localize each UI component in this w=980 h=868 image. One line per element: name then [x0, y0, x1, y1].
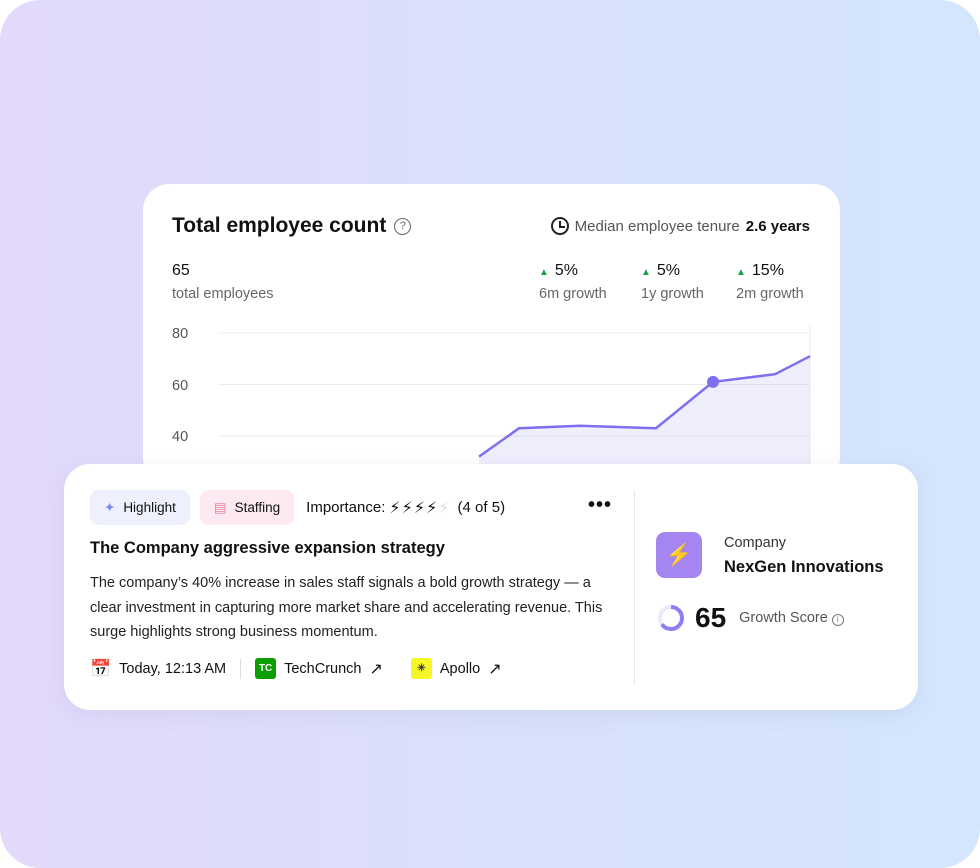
- growth-1y: ▲ 5% 1y growth: [641, 262, 704, 302]
- y-tick-label: 80: [172, 326, 188, 342]
- importance-text: (4 of 5): [457, 499, 506, 516]
- series-line: [478, 355, 811, 458]
- up-triangle-icon: ▲: [736, 267, 746, 278]
- growth-6m: ▲ 5% 6m growth: [539, 262, 607, 302]
- lightning-icon: ⚡︎: [426, 499, 438, 517]
- data-point: [707, 375, 719, 388]
- lightning-icon: ⚡︎: [389, 499, 401, 517]
- clock-icon: [550, 217, 569, 235]
- company-label: Company: [724, 535, 787, 551]
- tag-label: Highlight: [123, 500, 176, 515]
- archive-box-icon: ▤: [213, 499, 227, 515]
- employee-chart: 80 60 40: [172, 324, 811, 484]
- total-employees: 65 total employees: [172, 262, 274, 302]
- series-area: [479, 356, 810, 484]
- calendar-icon: 📅: [90, 658, 112, 678]
- tenure-label: Median employee tenure: [574, 217, 740, 235]
- tenure-value: 2.6 years: [745, 217, 810, 235]
- up-triangle-icon: ▲: [539, 267, 549, 278]
- source-link-apollo[interactable]: Apollo: [439, 660, 481, 677]
- growth-2m: ▲ 15% 2m growth: [736, 262, 804, 302]
- info-icon[interactable]: i: [831, 613, 844, 626]
- growth-value: 15%: [751, 262, 784, 279]
- growth-label: 2m growth: [736, 286, 804, 302]
- timestamp: Today, 12:13 AM: [119, 660, 227, 677]
- vertical-divider: [634, 490, 635, 684]
- score-label: Growth Score: [739, 610, 828, 626]
- tag-row: ✦ Highlight ▤ Staffing Importance: ⚡︎ ⚡︎ ⚡︎ ⚡︎…: [90, 490, 505, 525]
- insight-body: The company’s 40% increase in sales staf…: [90, 575, 603, 640]
- insight-headline: The Company aggressive expansion strateg…: [90, 539, 445, 557]
- y-tick-label: 40: [172, 429, 188, 445]
- company-name[interactable]: NexGen Innovations: [724, 558, 884, 576]
- techcrunch-logo: TC: [255, 658, 277, 679]
- insight-meta: 📅 Today, 12:13 AM TC TechCrunch ↗ ✳ Apol…: [90, 658, 502, 679]
- more-options-button[interactable]: •••: [588, 494, 613, 516]
- growth-score: 65 Growth Score i: [656, 602, 844, 634]
- median-tenure: Median employee tenure 2.6 years: [550, 217, 810, 235]
- lightning-icon: ⚡: [656, 532, 702, 578]
- y-tick-label: 60: [172, 378, 188, 394]
- sparkle-icon: ✦: [104, 499, 116, 515]
- growth-value: 5%: [656, 262, 681, 279]
- arrow-up-right-icon[interactable]: ↗: [488, 660, 502, 678]
- question-circle-icon[interactable]: ?: [394, 217, 412, 235]
- title-text: Total employee count: [172, 214, 387, 237]
- source-link-techcrunch[interactable]: TechCrunch: [284, 660, 362, 677]
- apollo-logo: ✳: [410, 658, 432, 679]
- total-value: 65: [172, 262, 190, 279]
- lightning-icon: ⚡︎: [401, 499, 413, 517]
- tag-highlight[interactable]: ✦ Highlight: [90, 490, 190, 525]
- importance-label: Importance:: [306, 499, 386, 516]
- score-ring: [658, 605, 684, 631]
- importance-rating: Importance: ⚡︎ ⚡︎ ⚡︎ ⚡︎ ⚡︎ (4 of 5): [306, 498, 505, 518]
- growth-label: 1y growth: [641, 286, 704, 302]
- tag-staffing[interactable]: ▤ Staffing: [199, 490, 295, 525]
- up-triangle-icon: ▲: [641, 267, 651, 278]
- total-label: total employees: [172, 286, 274, 302]
- card-title: Total employee count?: [172, 214, 412, 238]
- lightning-icon: ⚡︎: [413, 499, 426, 517]
- insight-card: ✦ Highlight ▤ Staffing Importance: ⚡︎ ⚡︎ ⚡︎ ⚡︎…: [64, 464, 918, 710]
- tag-label: Staffing: [234, 500, 281, 515]
- divider: [240, 658, 242, 679]
- arrow-up-right-icon[interactable]: ↗: [369, 660, 383, 678]
- growth-value: 5%: [554, 262, 579, 279]
- lightning-icon: ⚡︎: [438, 499, 450, 517]
- ring-fill: [658, 605, 684, 631]
- score-value: 65: [695, 602, 727, 633]
- growth-label: 6m growth: [539, 286, 607, 302]
- employee-count-card: Total employee count? Median employee te…: [143, 184, 840, 484]
